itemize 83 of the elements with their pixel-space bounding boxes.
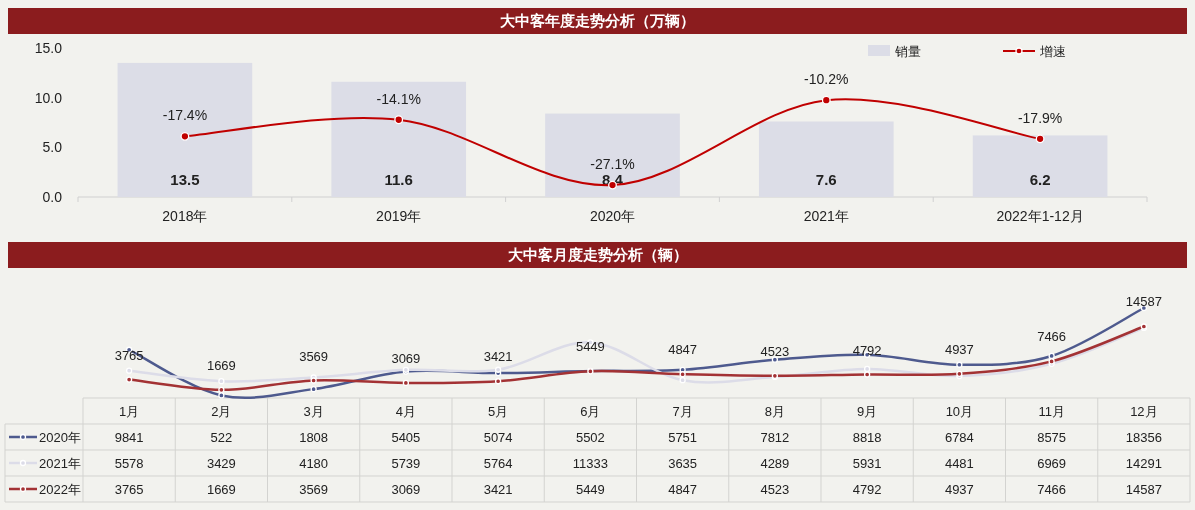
y-tick-label: 0.0 — [42, 189, 63, 205]
text: 7466 — [1037, 329, 1067, 345]
data-label: 8575 — [1037, 430, 1067, 445]
x-tick-label: 2019年 — [376, 208, 422, 224]
text: 3569 — [299, 348, 329, 364]
data-label: 18356 — [1125, 430, 1162, 445]
chart-title: 大中客月度走势分析（辆） — [507, 246, 688, 263]
x-tick-label: 7月 — [672, 404, 693, 419]
y-tick-label: 15.0 — [34, 40, 63, 56]
data-label: 5931 — [852, 456, 882, 471]
legend-label: 增速 — [1039, 44, 1066, 59]
data-label: 4937 — [944, 482, 974, 497]
x-tick-label: 1月 — [119, 404, 140, 419]
data-label: 7466 — [1037, 482, 1067, 497]
data-label: 5405 — [391, 430, 421, 445]
data-label: 4481 — [944, 456, 974, 471]
data-label: 3429 — [206, 456, 236, 471]
text: 3421 — [483, 349, 513, 365]
data-label: 5449 — [575, 482, 605, 497]
text: 5449 — [575, 339, 605, 355]
data-label: 1808 — [299, 430, 329, 445]
data-label: 4792 — [852, 482, 882, 497]
data-label: 13.5 — [170, 171, 200, 188]
legend-label: 2021年 — [39, 456, 81, 471]
data-label: 7812 — [760, 430, 790, 445]
data-label: 5074 — [483, 430, 513, 445]
data-label: 4180 — [299, 456, 329, 471]
data-label: -10.2% — [804, 71, 849, 88]
text: 3069 — [391, 350, 421, 366]
data-label: 5751 — [668, 430, 698, 445]
data-label: 5739 — [391, 456, 421, 471]
text: 4937 — [944, 341, 974, 357]
legend-label: 2022年 — [39, 482, 81, 497]
data-label: 1669 — [206, 482, 236, 497]
data-label: -27.1% — [590, 156, 635, 173]
data-label: -14.1% — [376, 90, 421, 107]
data-label: 522 — [210, 430, 233, 445]
y-tick-label: 5.0 — [42, 139, 63, 156]
x-tick-label: 12月 — [1130, 404, 1158, 419]
legend-label: 2020年 — [39, 430, 81, 445]
data-label: 11333 — [572, 456, 608, 471]
text: 4523 — [760, 343, 790, 359]
text: 1669 — [206, 357, 236, 373]
x-tick-label: 2020年 — [589, 208, 636, 224]
data-label: 7.6 — [815, 171, 837, 188]
data-label: 9841 — [114, 430, 144, 445]
data-label: 5502 — [575, 430, 605, 445]
data-label: 4847 — [668, 482, 698, 497]
y-tick-label: 10.0 — [34, 89, 63, 106]
data-label: 5578 — [114, 456, 144, 471]
data-label: 4289 — [760, 456, 790, 471]
x-tick-label: 8月 — [764, 404, 785, 419]
data-label: 3569 — [299, 482, 329, 497]
data-label: 14587 — [1125, 482, 1162, 497]
x-tick-label: 4月 — [395, 404, 416, 419]
x-tick-label: 2022年1-12月 — [996, 208, 1084, 224]
data-label: 3635 — [668, 456, 698, 471]
x-tick-label: 2月 — [211, 404, 232, 419]
data-label: 6.2 — [1029, 171, 1051, 188]
data-label: -17.4% — [162, 107, 208, 124]
data-label: 6784 — [944, 430, 974, 445]
x-tick-label: 3月 — [303, 404, 324, 419]
text: 4847 — [668, 342, 698, 358]
data-label: -17.9% — [1017, 109, 1063, 126]
legend-label: 销量 — [894, 44, 921, 59]
data-label: 3421 — [483, 482, 513, 497]
x-tick-label: 5月 — [488, 404, 509, 419]
x-tick-label: 6月 — [580, 404, 601, 419]
x-tick-label: 2021年 — [803, 208, 849, 224]
data-label: 6969 — [1037, 456, 1067, 471]
chart-title: 大中客年度走势分析（万辆） — [500, 12, 695, 29]
data-label: 3069 — [391, 482, 421, 497]
data-label: 11.6 — [384, 171, 413, 188]
data-label: 4523 — [760, 482, 790, 497]
x-tick-label: 11月 — [1038, 404, 1065, 419]
data-label: 5764 — [483, 456, 513, 471]
data-label: 8818 — [852, 430, 882, 445]
data-label: 14291 — [1125, 456, 1162, 471]
x-tick-label: 10月 — [945, 404, 974, 419]
text: 4792 — [852, 342, 882, 358]
x-tick-label: 9月 — [857, 404, 878, 419]
x-tick-label: 2018年 — [162, 208, 208, 224]
data-label: 3765 — [114, 482, 144, 497]
